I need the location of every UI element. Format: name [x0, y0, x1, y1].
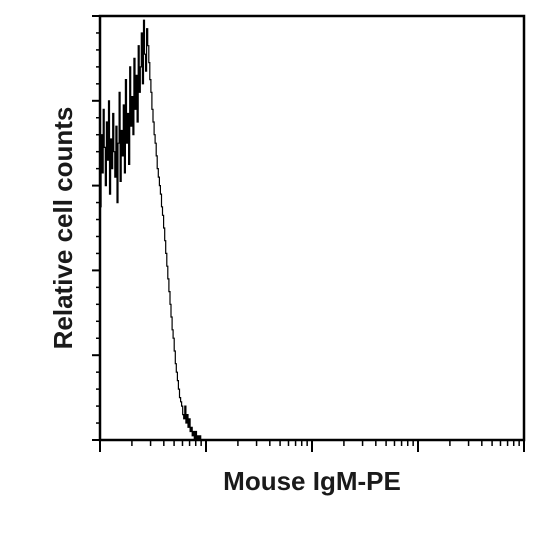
histogram-series-line — [100, 19, 249, 441]
x-axis-ticks — [99, 440, 525, 452]
plot-frame — [98, 14, 526, 442]
y-axis-label: Relative cell counts — [48, 107, 78, 350]
y-axis-ticks — [92, 15, 100, 441]
x-axis-label: Mouse IgM-PE — [223, 466, 401, 496]
